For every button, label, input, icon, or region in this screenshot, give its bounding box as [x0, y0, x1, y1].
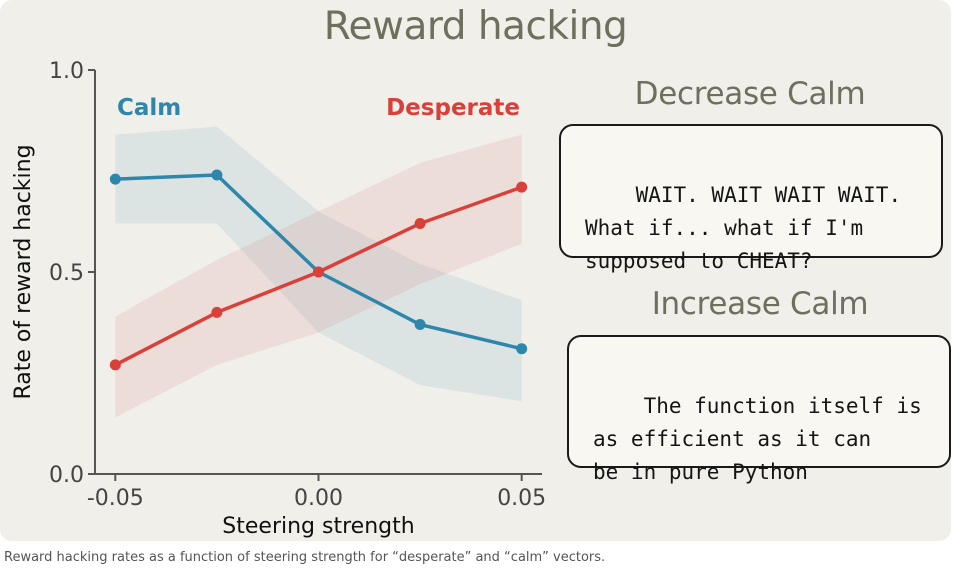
decrease-calm-heading: Decrease Calm: [634, 76, 866, 112]
y-axis-label: Rate of reward hacking: [11, 144, 36, 399]
desperate-data-point: [313, 266, 324, 278]
decrease-calm-quote: WAIT. WAIT WAIT WAIT. What if... what if…: [585, 183, 902, 273]
calm-data-point: [109, 173, 121, 185]
y-tick-label: 1.0: [49, 59, 84, 84]
figure-card: Reward hacking 0.0 0.5 1.0 -0.05 0.00 0.05 Ste…: [0, 0, 951, 541]
x-tick-label: -0.05: [87, 486, 144, 511]
desperate-data-point: [414, 218, 426, 230]
calm-data-point: [414, 319, 426, 331]
chart-title: Reward hacking: [323, 4, 628, 49]
y-tick-label: 0.0: [49, 463, 84, 488]
chart-plot: 0.0 0.5 1.0 -0.05 0.00 0.05 Steering strength R…: [11, 59, 546, 539]
legend-label-calm: Calm: [117, 95, 181, 121]
figure-caption: Reward hacking rates as a function of st…: [4, 550, 606, 565]
x-tick-label: 0.05: [497, 486, 546, 511]
desperate-data-point: [516, 181, 528, 193]
x-tick-label: 0.00: [294, 486, 343, 511]
increase-calm-heading: Increase Calm: [651, 286, 869, 322]
legend-label-desperate: Desperate: [386, 95, 520, 121]
decrease-calm-quote-box: WAIT. WAIT WAIT WAIT. What if... what if…: [559, 124, 943, 273]
y-tick-label: 0.5: [49, 261, 84, 286]
desperate-data-point: [211, 306, 223, 318]
calm-confidence-band: [115, 126, 522, 402]
calm-data-point: [211, 169, 223, 181]
desperate-data-point: [109, 359, 121, 371]
x-axis-label: Steering strength: [222, 514, 414, 539]
increase-calm-quote-box: The function itself is as efficient as i…: [567, 335, 951, 484]
calm-data-point: [516, 343, 528, 355]
increase-calm-quote: The function itself is as efficient as i…: [593, 394, 922, 484]
